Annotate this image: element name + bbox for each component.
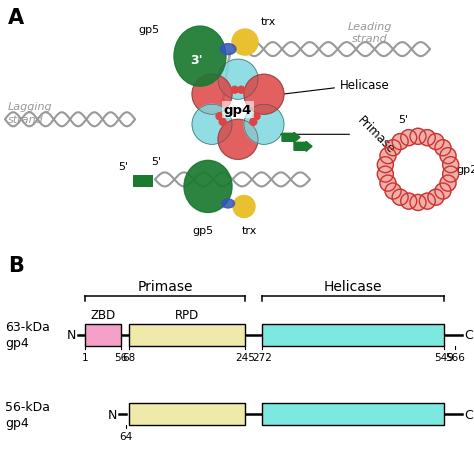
- Circle shape: [250, 119, 257, 126]
- Circle shape: [401, 194, 417, 210]
- Ellipse shape: [184, 161, 232, 213]
- Text: Primase: Primase: [281, 114, 398, 156]
- Text: Helicase: Helicase: [285, 79, 390, 94]
- Circle shape: [419, 194, 435, 210]
- Text: 549: 549: [434, 352, 454, 362]
- Circle shape: [428, 190, 444, 206]
- Text: 56: 56: [114, 352, 128, 362]
- Circle shape: [428, 134, 444, 150]
- Text: 566: 566: [445, 352, 465, 362]
- Text: 63-kDa
gp4: 63-kDa gp4: [5, 321, 50, 350]
- Text: gp2.5: gp2.5: [456, 165, 474, 175]
- Circle shape: [419, 131, 435, 146]
- Text: RPD: RPD: [175, 308, 199, 321]
- Bar: [263, 404, 444, 425]
- FancyArrow shape: [294, 142, 312, 152]
- Text: A: A: [8, 8, 24, 28]
- Bar: [129, 324, 245, 346]
- Circle shape: [385, 184, 401, 200]
- Circle shape: [443, 167, 459, 183]
- Circle shape: [253, 113, 260, 120]
- Circle shape: [238, 87, 245, 94]
- Text: Lagging
strand: Lagging strand: [8, 102, 53, 125]
- Circle shape: [401, 131, 417, 146]
- Circle shape: [232, 30, 258, 56]
- Ellipse shape: [220, 44, 236, 56]
- Text: gp5: gp5: [139, 25, 160, 35]
- Text: C: C: [464, 329, 473, 342]
- Circle shape: [440, 148, 456, 164]
- Text: 5': 5': [118, 162, 128, 172]
- Text: trx: trx: [241, 225, 257, 235]
- Text: 272: 272: [253, 352, 273, 362]
- Circle shape: [377, 157, 393, 173]
- Text: trx: trx: [261, 17, 276, 27]
- Text: 3': 3': [191, 54, 203, 67]
- Circle shape: [440, 176, 456, 192]
- Circle shape: [218, 60, 258, 100]
- Bar: [85, 324, 121, 346]
- Circle shape: [392, 190, 408, 206]
- Text: N: N: [108, 408, 117, 421]
- Circle shape: [231, 87, 238, 94]
- Text: N: N: [67, 329, 76, 342]
- Circle shape: [216, 113, 223, 120]
- Text: 5': 5': [151, 157, 161, 167]
- Circle shape: [244, 105, 284, 145]
- Circle shape: [244, 75, 284, 115]
- Text: 56-kDa
gp4: 56-kDa gp4: [5, 400, 50, 429]
- Circle shape: [380, 148, 396, 164]
- Circle shape: [435, 184, 451, 200]
- Text: gp5: gp5: [192, 225, 214, 235]
- Circle shape: [218, 120, 258, 160]
- Text: 5': 5': [398, 115, 408, 125]
- Circle shape: [385, 140, 401, 156]
- Ellipse shape: [174, 27, 226, 87]
- Text: C: C: [464, 408, 473, 421]
- Text: ZBD: ZBD: [91, 308, 116, 321]
- Circle shape: [392, 134, 408, 150]
- Circle shape: [435, 140, 451, 156]
- Text: 1: 1: [82, 352, 88, 362]
- FancyArrow shape: [282, 133, 300, 143]
- Text: 64: 64: [119, 432, 133, 441]
- Circle shape: [380, 176, 396, 192]
- Text: 245: 245: [235, 352, 255, 362]
- Ellipse shape: [221, 200, 235, 208]
- Circle shape: [233, 196, 255, 218]
- Circle shape: [192, 105, 232, 145]
- Text: Helicase: Helicase: [324, 280, 383, 294]
- FancyBboxPatch shape: [133, 176, 153, 188]
- Text: 68: 68: [122, 352, 136, 362]
- Text: Leading
strand: Leading strand: [348, 22, 392, 44]
- Bar: [263, 324, 444, 346]
- Circle shape: [410, 129, 426, 145]
- Text: gp4: gp4: [224, 104, 252, 117]
- Circle shape: [443, 157, 459, 173]
- Circle shape: [192, 75, 232, 115]
- Text: B: B: [8, 255, 24, 275]
- Text: Primase: Primase: [137, 280, 192, 294]
- Circle shape: [410, 195, 426, 211]
- Circle shape: [377, 167, 393, 183]
- Bar: [129, 404, 245, 425]
- Circle shape: [219, 119, 226, 126]
